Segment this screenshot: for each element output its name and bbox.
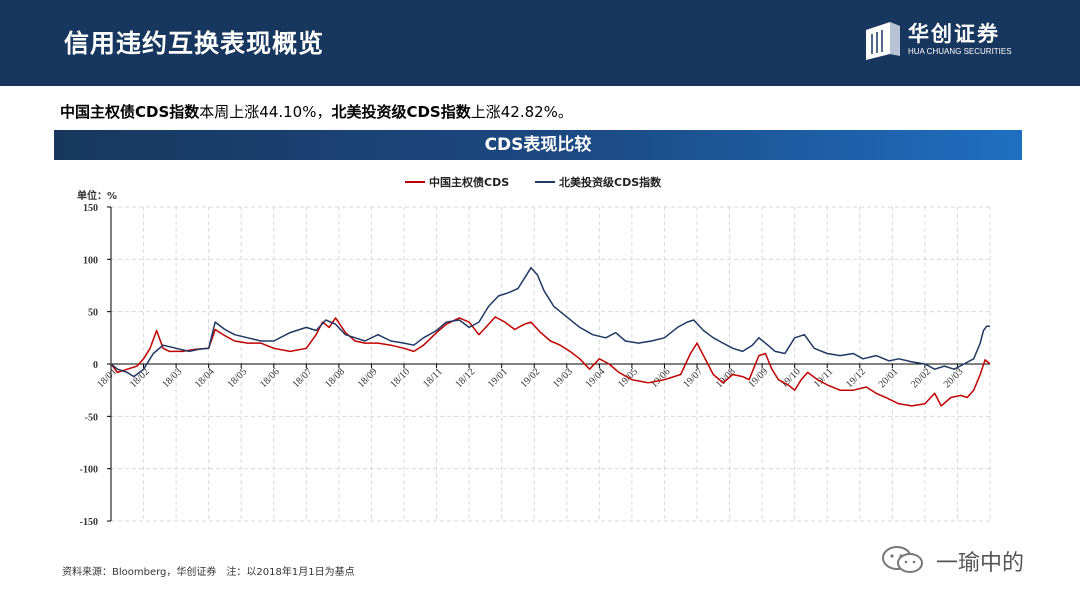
source-note: 资料来源：Bloomberg，华创证券 注：以2018年1月1日为基点 xyxy=(62,567,355,578)
x-tick-label: 18/12 xyxy=(453,366,477,390)
legend-label-1: 中国主权债CDS xyxy=(429,175,509,189)
x-tick-label: 18/11 xyxy=(421,366,445,390)
summary-china-label: 中国主权债CDS指数 xyxy=(60,103,200,121)
header-bar: 信用违约互换表现概览 华创证券 HUA CHUANG SECURITIES xyxy=(0,0,1080,86)
x-tick-label: 18/06 xyxy=(258,366,282,390)
x-tick-label: 18/08 xyxy=(323,366,347,390)
x-tick-label: 19/07 xyxy=(681,366,705,390)
x-tick-label: 18/03 xyxy=(160,366,184,390)
y-tick-label: 0 xyxy=(93,360,98,371)
y-tick-label: -100 xyxy=(80,465,98,476)
x-tick-label: 18/05 xyxy=(225,366,249,390)
unit-label: 单位：% xyxy=(77,189,117,202)
company-logo: 华创证券 HUA CHUANG SECURITIES xyxy=(864,18,1034,64)
wechat-icon xyxy=(882,546,923,573)
x-tick-label: 20/01 xyxy=(877,366,901,390)
x-tick-label: 18/02 xyxy=(128,366,152,390)
legend-label-2: 北美投资级CDS指数 xyxy=(559,175,662,189)
summary-na-text: 上涨42.82%。 xyxy=(470,103,573,121)
x-tick-label: 19/04 xyxy=(584,366,608,390)
logo-name: 华创证券 xyxy=(908,22,1000,46)
logo-mark-icon xyxy=(866,22,900,60)
page-title: 信用违约互换表现概览 xyxy=(64,29,325,58)
x-tick-label: 18/09 xyxy=(356,366,380,390)
summary-china-text: 本周上涨44.10%， xyxy=(199,103,332,121)
x-tick-label: 18/07 xyxy=(291,366,315,390)
y-tick-label: -50 xyxy=(85,412,98,423)
chart-title: CDS表现比较 xyxy=(484,135,592,155)
chart-title-bar: CDS表现比较 xyxy=(54,130,1022,160)
x-tick-label: 19/12 xyxy=(844,366,868,390)
series-line-2 xyxy=(110,266,990,378)
wechat-watermark: 一瑜中的 xyxy=(880,545,1050,577)
x-tick-label: 19/01 xyxy=(486,366,510,390)
summary-line: 中国主权债CDS指数本周上涨44.10%，北美投资级CDS指数上涨42.82%。 xyxy=(60,101,573,122)
x-tick-label: 19/03 xyxy=(551,366,575,390)
x-tick-label: 18/10 xyxy=(388,366,412,390)
x-tick-label: 18/04 xyxy=(193,366,217,390)
y-tick-label: 150 xyxy=(83,203,98,214)
series-line-1 xyxy=(110,316,991,407)
x-tick-label: 20/02 xyxy=(909,366,933,390)
summary-na-label: 北美投资级CDS指数 xyxy=(331,103,471,121)
y-tick-label: -150 xyxy=(80,517,98,528)
x-tick-label: 20/03 xyxy=(942,366,966,390)
logo-subtitle: HUA CHUANG SECURITIES xyxy=(908,47,1012,56)
watermark-text: 一瑜中的 xyxy=(936,551,1025,576)
y-tick-label: 100 xyxy=(83,255,98,266)
y-tick-label: 50 xyxy=(88,308,98,319)
x-tick-label: 19/02 xyxy=(518,366,542,390)
